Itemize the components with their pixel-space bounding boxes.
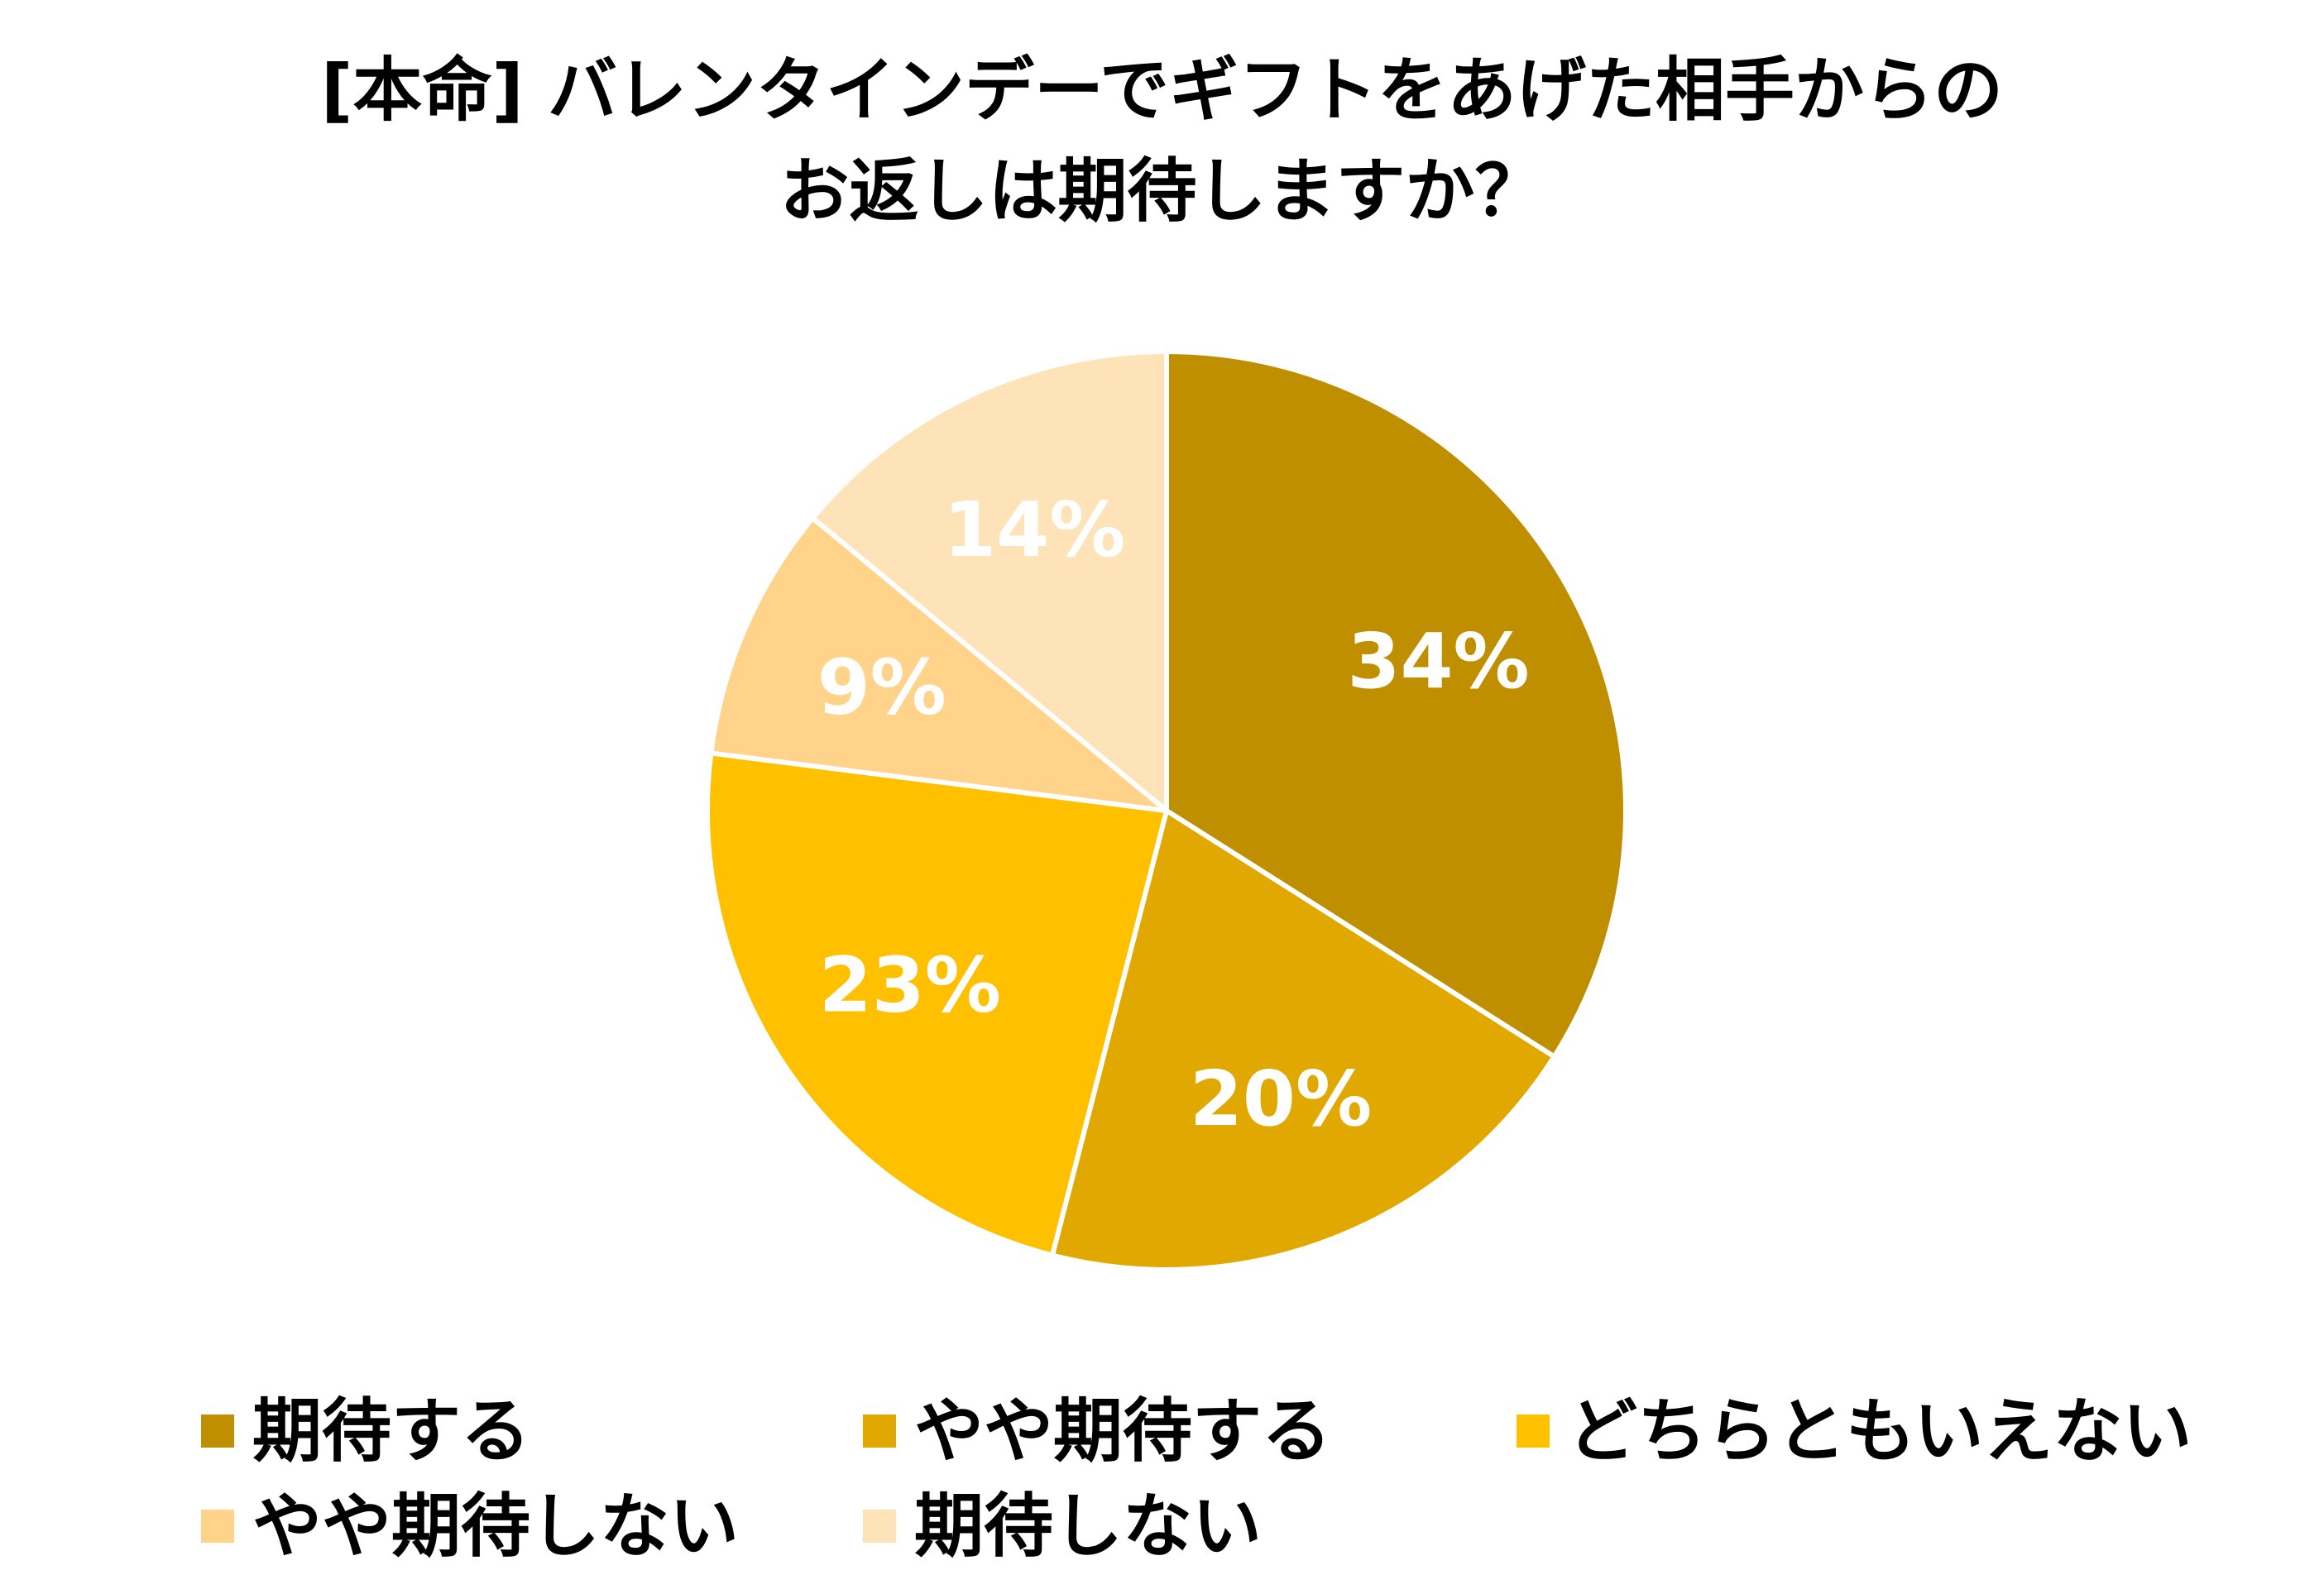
- legend-item-somewhat-not-expect: やや期待しない: [201, 1485, 739, 1568]
- legend-label-neutral: どちらともいえない: [1568, 1391, 2192, 1472]
- legend-item-neutral: どちらともいえない: [1517, 1390, 2192, 1472]
- chart-title-line-1: [本命] バレンタインデーでギフトをあげた相手からの: [321, 50, 2003, 131]
- chart-title: [本命] バレンタインデーでギフトをあげた相手からの お返しは期待しますか？: [0, 40, 2324, 242]
- legend-swatch-expect: [201, 1414, 234, 1448]
- pie-label-somewhat-not-expect: 9%: [817, 644, 946, 732]
- legend-label-somewhat-expect: やや期待する: [914, 1391, 1332, 1472]
- pie-slice-not-expect: [810, 349, 1169, 813]
- pie-label-not-expect: 14%: [943, 486, 1125, 574]
- legend-label-expect: 期待する: [252, 1391, 531, 1472]
- pie-label-neutral: 23%: [819, 941, 1001, 1029]
- chart-title-line-2: お返しは期待しますか？: [779, 151, 1545, 232]
- legend-swatch-somewhat-expect: [863, 1414, 896, 1448]
- legend-item-somewhat-expect: やや期待する: [863, 1390, 1331, 1472]
- legend-item-not-expect: 期待しない: [863, 1485, 1262, 1568]
- pie-slice-expect: [1164, 349, 1628, 1060]
- legend-swatch-neutral: [1517, 1414, 1550, 1448]
- legend-label-somewhat-not-expect: やや期待しない: [252, 1486, 740, 1567]
- legend-item-expect: 期待する: [201, 1390, 530, 1472]
- pie-label-expect: 34%: [1348, 617, 1530, 706]
- pie-slice-neutral: [705, 750, 1169, 1258]
- legend-swatch-somewhat-not-expect: [201, 1510, 234, 1543]
- pie-slice-somewhat-not-expect: [708, 515, 1169, 813]
- pie-slice-somewhat-expect: [1049, 808, 1557, 1272]
- pie-label-somewhat-expect: 20%: [1190, 1055, 1372, 1143]
- legend-label-not-expect: 期待しない: [914, 1486, 1263, 1567]
- legend-swatch-not-expect: [863, 1510, 896, 1543]
